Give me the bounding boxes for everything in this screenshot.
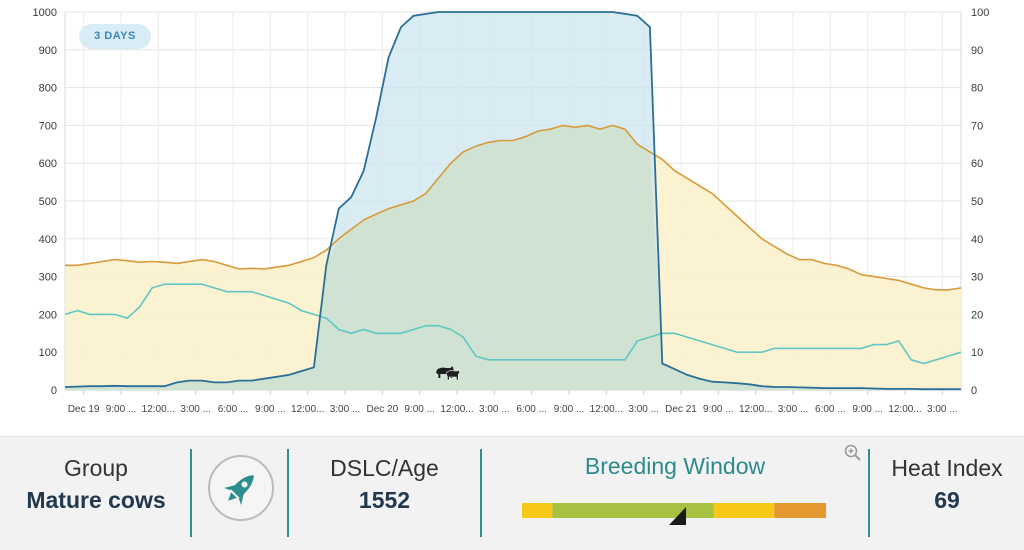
activity-line — [64, 11, 961, 391]
x-tick-label: 12:00... — [142, 404, 175, 415]
dslc-cell: DSLC/Age 1552 — [289, 437, 480, 550]
x-tick-label: 3:00 ... — [628, 404, 659, 415]
heat-index-label: Heat Index — [891, 455, 1003, 481]
divider — [190, 449, 192, 537]
divider — [480, 449, 482, 537]
y-left-tick-label: 900 — [39, 45, 57, 57]
x-tick-label: 9:00 ... — [703, 404, 734, 415]
eating-line — [64, 283, 962, 365]
zoom-in-icon[interactable] — [843, 443, 863, 463]
y-left-tick-label: 1000 — [33, 7, 57, 19]
breeding-window-segment — [522, 503, 553, 518]
y-left-tick-label: 300 — [39, 272, 57, 284]
x-tick-label: 3:00 ... — [180, 404, 211, 415]
x-tick-label: Dec 20 — [366, 404, 398, 415]
breeding-window-segment — [713, 503, 775, 518]
dslc-value: 1552 — [358, 487, 411, 513]
y-right-tick-label: 10 — [971, 347, 983, 359]
x-tick-label: 12:00... — [739, 404, 772, 415]
group-value: Mature cows — [26, 487, 166, 513]
y-right-tick-label: 0 — [971, 385, 977, 397]
breeding-window-segment — [552, 503, 714, 518]
y-left-tick-label: 100 — [39, 347, 57, 359]
breeding-window-cell: Breeding Window — [482, 437, 868, 550]
y-left-tick-label: 200 — [39, 309, 57, 321]
breeding-window-label: Breeding Window — [584, 453, 766, 479]
y-left-tick-label: 0 — [51, 385, 57, 397]
y-left-tick-label: 700 — [39, 120, 57, 132]
group-cell: Group Mature cows — [0, 437, 192, 550]
y-right-tick-label: 40 — [971, 234, 983, 246]
y-right-tick-label: 100 — [971, 7, 989, 19]
x-tick-label: 6:00 ... — [218, 404, 249, 415]
x-tick-label: 6:00 ... — [815, 404, 846, 415]
divider — [868, 449, 870, 537]
x-tick-label: 12:00... — [291, 404, 324, 415]
x-tick-label: 6:00 ... — [516, 404, 547, 415]
range-button[interactable]: 3 DAYS — [79, 24, 151, 49]
info-bar: Group Mature cows DSLC/Age 1552 Breeding… — [0, 436, 1024, 550]
y-right-tick-label: 80 — [971, 83, 983, 95]
x-tick-label: 9:00 ... — [255, 404, 286, 415]
x-tick-label: 12:00... — [590, 404, 623, 415]
y-right-tick-label: 60 — [971, 158, 983, 170]
y-right-tick-label: 30 — [971, 272, 983, 284]
x-tick-label: Dec 21 — [665, 404, 697, 415]
x-tick-label: 3:00 ... — [778, 404, 809, 415]
breeding-window-segment — [774, 503, 826, 518]
breeding-window-indicator — [669, 507, 687, 525]
rumination-line — [65, 124, 962, 291]
cow-pair-icon[interactable] — [436, 366, 461, 381]
heat-index-cell: Heat Index 69 — [870, 437, 1024, 550]
breeding-window-bar — [522, 503, 826, 525]
x-tick-label: 3:00 ... — [330, 404, 361, 415]
x-tick-label: 12:00... — [440, 404, 473, 415]
group-label: Group — [64, 455, 128, 481]
group-icon-badge — [208, 455, 274, 521]
x-tick-label: 3:00 ... — [927, 404, 958, 415]
rocket-icon — [224, 475, 254, 505]
x-tick-label: 12:00... — [888, 404, 921, 415]
y-right-tick-label: 70 — [971, 120, 983, 132]
y-left-tick-label: 500 — [39, 196, 57, 208]
y-left-tick-label: 400 — [39, 234, 57, 246]
overlap-area — [65, 125, 961, 391]
heat-chart: 0 100 200 300 400 500 600 700 800 900 1000 0 10 20 30 4… — [33, 7, 990, 415]
x-tick-label: 9:00 ... — [106, 404, 137, 415]
x-tick-label: 9:00 ... — [554, 404, 585, 415]
y-right-tick-label: 50 — [971, 196, 983, 208]
divider — [287, 449, 289, 537]
chart-area: 0 100 200 300 400 500 600 700 800 900 1000 0 10 20 30 4… — [33, 7, 990, 415]
y-left-tick-label: 600 — [39, 158, 57, 170]
heat-index-value: 69 — [934, 487, 960, 513]
x-tick-label: 3:00 ... — [479, 404, 510, 415]
y-right-tick-label: 20 — [971, 309, 983, 321]
x-tick-label: 9:00 ... — [852, 404, 883, 415]
x-tick-label: Dec 19 — [68, 404, 100, 415]
y-right-tick-label: 90 — [971, 45, 983, 57]
dslc-label: DSLC/Age — [330, 455, 439, 481]
y-left-tick-label: 800 — [39, 83, 57, 95]
x-tick-label: 9:00 ... — [404, 404, 435, 415]
